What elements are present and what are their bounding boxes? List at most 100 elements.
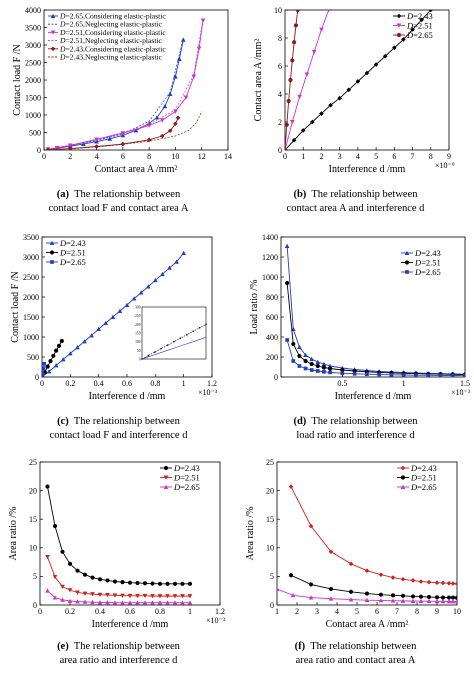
- data-point: [154, 115, 160, 120]
- caption-line2: contact area A and interference d: [286, 203, 425, 214]
- data-point: [75, 590, 80, 595]
- y-tick-label: 2000: [23, 293, 39, 302]
- y-tick-label: 2: [278, 118, 282, 127]
- x-tick-label: 2: [295, 607, 299, 616]
- chart-svg-e: 0 0.2 0.4 0.6 0.8 1 1.2 0 5 10 15 20 25 ×10⁻³ Interfer…: [8, 458, 226, 630]
- x-tick-label: 7: [411, 152, 415, 161]
- plot-area: [42, 250, 186, 377]
- caption-c: (c) The relationship between contact load…: [0, 415, 237, 443]
- y-axis-title: Area ratio /%: [8, 507, 19, 561]
- data-point: [426, 594, 432, 600]
- legend-label: D=2.51: [59, 247, 86, 257]
- x-tick-label: 6: [375, 607, 379, 616]
- data-point: [187, 581, 193, 586]
- data-point: [327, 10, 330, 13]
- legend-marker: [405, 270, 409, 274]
- data-point: [348, 589, 354, 594]
- data-point: [159, 118, 165, 123]
- data-point: [303, 358, 308, 364]
- x-tick-label: 1: [301, 152, 305, 161]
- legend-label: D=2.43,Considering elastic-plastic: [59, 44, 166, 53]
- legend: D=2.43D=2.51D=2.65: [393, 11, 433, 40]
- data-point: [103, 320, 109, 325]
- data-point: [463, 373, 465, 377]
- y-axis-title: Contact area A /mm²: [253, 39, 264, 122]
- legend-label: D=2.65: [173, 482, 200, 492]
- x-tick-label: 5: [374, 152, 378, 161]
- data-point: [105, 578, 110, 583]
- data-point: [90, 599, 95, 605]
- legend-marker: [163, 475, 169, 480]
- data-point: [135, 580, 140, 586]
- y-tick-label: 4: [278, 90, 282, 99]
- data-point: [285, 280, 290, 286]
- data-point: [187, 600, 193, 605]
- data-point: [285, 122, 289, 127]
- legend-label: D=2.65,Neglecting elastic-plastic: [59, 20, 163, 29]
- data-point: [378, 598, 384, 603]
- y-tick-label: 15: [266, 515, 274, 524]
- x-tick-label: 5: [355, 607, 359, 616]
- caption-tag: (f): [294, 641, 306, 652]
- data-point: [153, 277, 158, 283]
- legend-label: D=2.43: [173, 463, 200, 473]
- data-point: [328, 370, 332, 375]
- legend: D=2.43D=2.51D=2.65: [397, 463, 437, 492]
- y-tick-label: 6: [278, 62, 282, 71]
- y-tick-label: 1000: [23, 333, 39, 342]
- data-point: [165, 600, 170, 605]
- data-point: [180, 594, 185, 599]
- y-tick-label: 3000: [23, 253, 39, 262]
- data-point: [322, 369, 326, 374]
- legend-label: D=2.51: [410, 472, 437, 482]
- data-point: [327, 366, 333, 371]
- data-point: [308, 595, 314, 600]
- data-point: [426, 579, 432, 585]
- data-point: [365, 372, 369, 377]
- legend-marker: [50, 30, 56, 35]
- data-point: [309, 361, 314, 367]
- caption-line2: contact load F and interference d: [49, 430, 188, 441]
- data-point: [52, 523, 58, 529]
- caption-b: (b) The relationship between contact area…: [237, 188, 474, 216]
- plot-area: [285, 10, 434, 150]
- data-point: [440, 599, 446, 604]
- data-point: [133, 128, 139, 133]
- data-point: [82, 599, 88, 604]
- data-point: [291, 341, 296, 347]
- data-point: [181, 37, 186, 42]
- data-point: [295, 10, 300, 13]
- data-point: [42, 375, 44, 377]
- y-tick-label: 3500: [23, 233, 39, 242]
- data-point: [315, 359, 321, 364]
- data-point: [82, 572, 88, 577]
- series-line: [290, 486, 457, 585]
- data-point: [145, 284, 151, 289]
- data-point: [157, 594, 163, 599]
- inset-data-point: [192, 330, 194, 333]
- data-point: [410, 598, 416, 603]
- x-tick-label: 10: [171, 152, 179, 161]
- data-point: [426, 373, 431, 377]
- inset-y-tick-label: 100: [135, 340, 141, 344]
- data-point: [181, 250, 186, 255]
- data-point: [45, 147, 51, 150]
- data-point: [112, 593, 118, 598]
- legend: D=2.65,Considering elastic-plasticD=2.65…: [48, 12, 166, 62]
- data-point: [297, 353, 302, 359]
- x-tick-label: 0.8: [150, 379, 160, 388]
- data-point: [127, 580, 133, 585]
- data-point: [308, 582, 314, 587]
- data-point: [75, 599, 80, 604]
- y-tick-label: 1200: [262, 253, 278, 262]
- data-point: [315, 363, 320, 369]
- data-point: [308, 523, 314, 529]
- data-point: [142, 581, 148, 586]
- data-point: [321, 365, 327, 370]
- x-tick-label: 0: [40, 379, 44, 388]
- caption-line2: area ratio and interference d: [59, 655, 178, 666]
- y-tick-label: 2500: [25, 58, 41, 67]
- data-point: [52, 575, 58, 580]
- data-point: [67, 143, 73, 148]
